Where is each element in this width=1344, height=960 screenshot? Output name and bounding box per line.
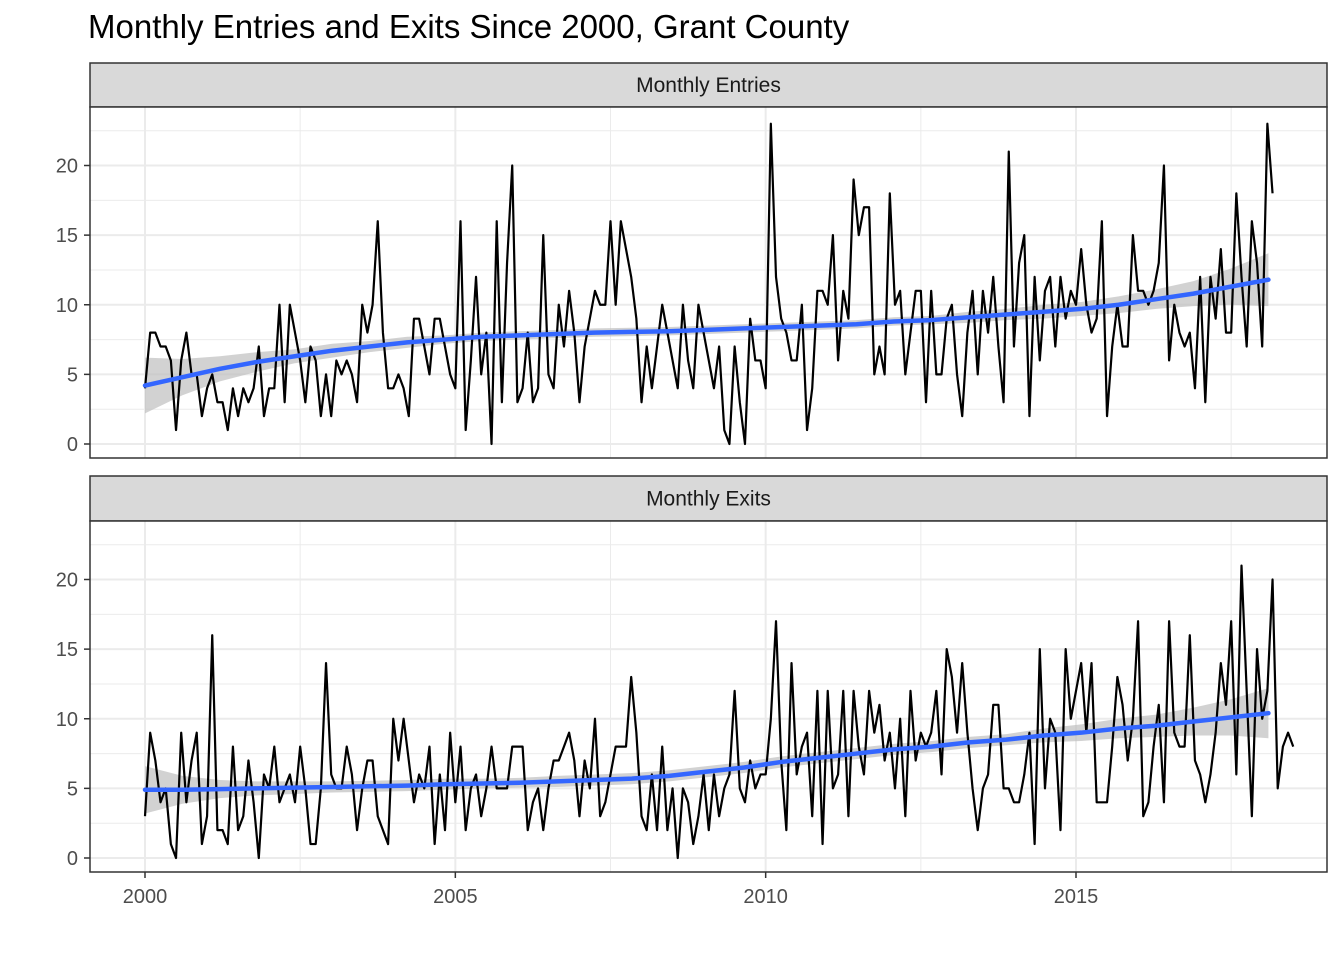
panel-border: [89, 106, 1328, 459]
y-tick-label: 10: [56, 295, 78, 317]
y-tick-label: 15: [56, 225, 78, 247]
y-tick-label: 0: [67, 848, 78, 870]
facet-strip-label: Monthly Entries: [636, 74, 781, 97]
panel-background: [90, 107, 1327, 458]
panel-border: [89, 520, 1328, 873]
trend-line: [142, 277, 1271, 388]
x-tick-label: 2000: [123, 886, 168, 908]
facet-strip: [89, 475, 1328, 522]
y-tick-label: 10: [56, 709, 78, 731]
x-tick-label: 2010: [743, 886, 788, 908]
x-tick-label: 2005: [433, 886, 478, 908]
chart-title: Monthly Entries and Exits Since 2000, Gr…: [88, 8, 850, 45]
x-tick-label: 2015: [1054, 886, 1099, 908]
y-tick-label: 15: [56, 639, 78, 661]
trend-line: [142, 710, 1271, 793]
facet-strip: [89, 62, 1328, 108]
facet-strip-label: Monthly Exits: [646, 488, 771, 511]
confidence-band: [145, 253, 1269, 414]
series-line: [143, 122, 1274, 446]
y-tick-label: 20: [56, 570, 78, 592]
y-tick-label: 20: [56, 156, 78, 178]
y-tick-label: 5: [67, 778, 78, 800]
y-tick-label: 5: [67, 364, 78, 386]
y-tick-label: 0: [67, 434, 78, 456]
